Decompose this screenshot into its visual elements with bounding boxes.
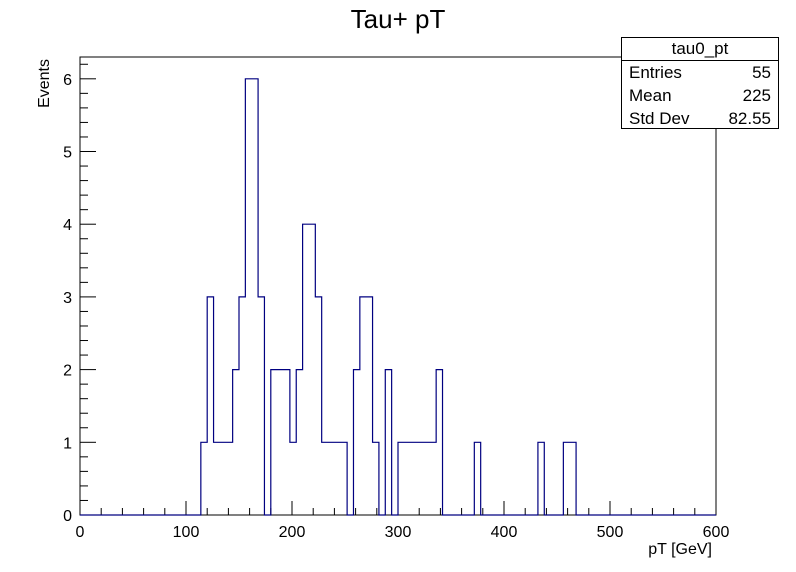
stats-row-entries: Entries 55 xyxy=(622,61,778,84)
stats-entries-label: Entries xyxy=(629,63,682,82)
stats-entries-value: 55 xyxy=(752,63,771,82)
y-tick-label: 2 xyxy=(63,363,72,380)
stats-box: tau0_pt Entries 55 Mean 225 Std Dev 82.5… xyxy=(621,37,779,129)
y-tick-label: 1 xyxy=(63,435,72,452)
stats-mean-value: 225 xyxy=(742,86,771,105)
stats-mean-label: Mean xyxy=(629,86,672,105)
y-tick-label: 4 xyxy=(63,217,72,234)
stats-stddev-label: Std Dev xyxy=(629,109,690,128)
y-tick-label: 5 xyxy=(63,145,72,162)
x-axis-label: pT [GeV] xyxy=(648,541,712,558)
y-tick-label: 3 xyxy=(63,290,72,307)
x-tick-label: 400 xyxy=(491,524,518,541)
y-tick-label: 0 xyxy=(63,508,72,525)
x-tick-label: 600 xyxy=(703,524,730,541)
x-tick-label: 300 xyxy=(385,524,412,541)
y-tick-label: 6 xyxy=(63,72,72,89)
stats-stddev-value: 82.55 xyxy=(728,109,771,128)
stats-row-mean: Mean 225 xyxy=(622,84,778,107)
stats-box-title: tau0_pt xyxy=(622,38,778,61)
x-tick-label: 200 xyxy=(279,524,306,541)
x-tick-label: 500 xyxy=(597,524,624,541)
x-tick-label: 0 xyxy=(76,524,85,541)
chart-title: Tau+ pT xyxy=(350,4,446,34)
stats-row-stddev: Std Dev 82.55 xyxy=(622,107,778,130)
axis-tick-labels: 0 100 200 300 400 500 600 0 1 2 3 4 5 6 xyxy=(63,72,729,541)
histogram-outline xyxy=(80,78,716,516)
y-axis-label: Events xyxy=(36,59,53,108)
x-tick-label: 100 xyxy=(173,524,200,541)
